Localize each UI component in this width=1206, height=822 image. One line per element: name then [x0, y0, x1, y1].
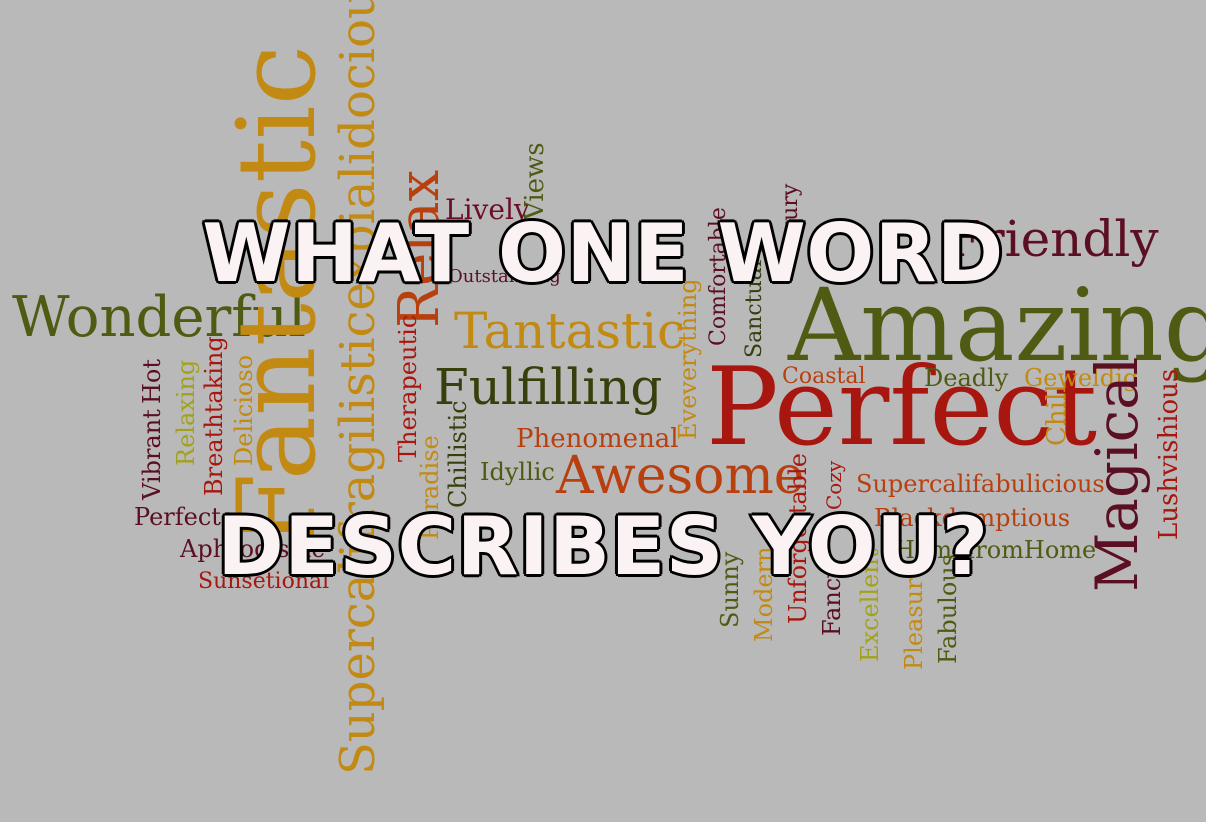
word-amazing: Amazing — [788, 267, 1206, 384]
word-eveverything: Eveverything — [674, 278, 702, 440]
word-tantastic: Tantastic — [454, 302, 686, 360]
word-perfect: Perfect — [706, 345, 1098, 470]
word-perfecto: Perfecto — [134, 503, 236, 531]
headline-line-1: WHAT ONE WORD — [200, 207, 1005, 300]
word-blackdumptious: Blackdumptious — [874, 504, 1071, 532]
word-homefromhome: HomefromHome — [894, 536, 1097, 564]
word-coastal: Coastal — [782, 364, 866, 389]
headline-line-2: DESCRIBES YOU? — [215, 500, 990, 593]
word-therapeutic: Therapeutic — [394, 314, 422, 462]
word-supercalifragilisticexpialidocious: Supercalifragilisticexpialidocious — [330, 0, 386, 775]
word-lively: Lively — [445, 193, 530, 226]
word-breathtaking: Breathtaking — [200, 336, 228, 496]
word-awesome: Awesome — [556, 446, 805, 506]
word-outstanding: Outstanding — [448, 266, 561, 287]
word-chillistic: Chillistic — [444, 400, 472, 508]
word-wonderful: Wonderful — [12, 285, 306, 350]
word-fulfilling: Fulfilling — [434, 358, 663, 416]
word-delicioso: Delicioso — [230, 354, 258, 466]
word-aphrodisiac: Aphrodisiac — [180, 535, 325, 563]
word-chill: Chill — [1042, 384, 1072, 446]
word-deadly: Deadly — [924, 364, 1009, 392]
word-relaxing: Relaxing — [172, 359, 200, 466]
word-supercalifabulicious: Supercalifabulicious — [856, 470, 1105, 498]
word-geweldig: Geweldig — [1024, 364, 1139, 392]
word-idyllic: Idyllic — [480, 458, 555, 486]
word-hot: Hot — [138, 358, 166, 404]
word-sunsetional: Sunsetional — [198, 569, 330, 594]
word-phenomenal: Phenomenal — [516, 424, 679, 454]
word-friendly: Friendly — [946, 210, 1159, 268]
word-vibrant: Vibrant — [138, 409, 166, 500]
